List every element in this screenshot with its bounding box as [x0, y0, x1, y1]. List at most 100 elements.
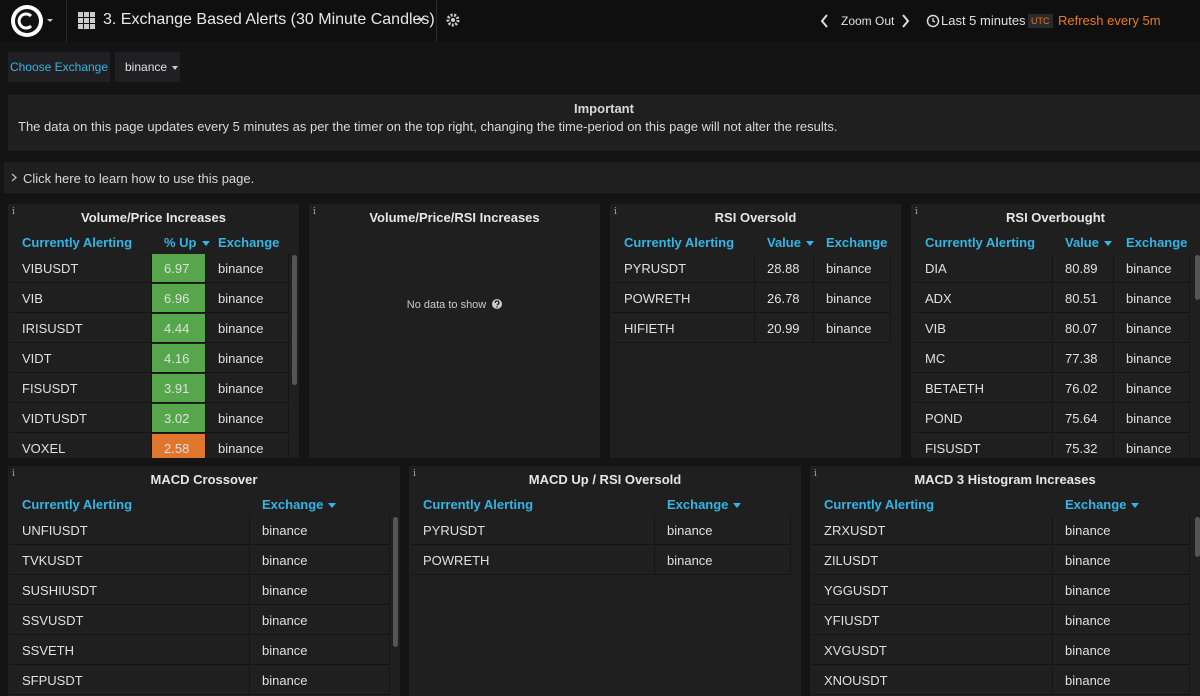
table-cell: 3.91 — [152, 374, 206, 403]
column-header[interactable]: Value — [1053, 233, 1114, 253]
column-header[interactable]: Exchange — [655, 495, 791, 515]
column-header-text[interactable]: Currently Alerting — [22, 497, 132, 512]
column-header[interactable]: Currently Alerting — [411, 495, 655, 515]
column-header[interactable]: % Up — [152, 233, 206, 253]
table-cell: 80.07 — [1053, 314, 1114, 343]
column-header[interactable]: Currently Alerting — [913, 233, 1053, 253]
table-cell: binance — [1053, 666, 1190, 695]
panel-title: RSI Oversold — [610, 210, 901, 225]
panel: iRSI OversoldCurrently AlertingValueExch… — [610, 204, 901, 458]
table-cell: 80.89 — [1053, 254, 1114, 283]
table-cell: 6.96 — [152, 284, 206, 313]
logo[interactable] — [10, 4, 70, 38]
table-cell: binance — [1114, 404, 1190, 433]
column-header[interactable]: Currently Alerting — [10, 233, 152, 253]
panel-title: Volume/Price/RSI Increases — [309, 210, 600, 225]
table-cell: binance — [250, 576, 390, 605]
column-header-text[interactable]: Currently Alerting — [925, 235, 1035, 250]
table-cell: binance — [206, 434, 289, 458]
time-range[interactable]: Last 5 minutes — [941, 13, 1026, 28]
help-icon[interactable] — [492, 299, 502, 309]
panel: iMACD Up / RSI OversoldCurrently Alertin… — [409, 466, 801, 696]
table-cell: binance — [655, 516, 791, 545]
column-header-text[interactable]: Currently Alerting — [423, 497, 533, 512]
table-cell: MC — [913, 344, 1053, 373]
column-header-text[interactable]: Exchange — [667, 497, 728, 512]
table-cell: binance — [206, 374, 289, 403]
column-header-text[interactable]: Currently Alerting — [624, 235, 734, 250]
notice-title: Important — [8, 101, 1200, 116]
table-cell: PYRUSDT — [411, 516, 655, 545]
column-header-text[interactable]: Value — [767, 235, 801, 250]
settings-icon[interactable] — [446, 13, 460, 27]
column-header-text[interactable]: Currently Alerting — [22, 235, 132, 250]
column-header[interactable]: Currently Alerting — [812, 495, 1053, 515]
table-cell: 77.38 — [1053, 344, 1114, 373]
scrollbar — [1195, 255, 1200, 300]
table-cell: binance — [250, 666, 390, 695]
table-cell: VIB — [913, 314, 1053, 343]
table-cell: POWRETH — [612, 284, 755, 313]
column-header-text[interactable]: Exchange — [826, 235, 887, 250]
table-cell: XNOUSDT — [812, 666, 1053, 695]
panel-title: MACD Crossover — [8, 472, 400, 487]
table-cell: binance — [1114, 434, 1190, 458]
table-cell: binance — [206, 284, 289, 313]
column-header[interactable]: Exchange — [1114, 233, 1190, 253]
column-header[interactable]: Currently Alerting — [612, 233, 755, 253]
column-header-text[interactable]: Currently Alerting — [824, 497, 934, 512]
column-header[interactable]: Value — [755, 233, 814, 253]
table-cell: binance — [206, 344, 289, 373]
top-nav: 3. Exchange Based Alerts (30 Minute Cand… — [0, 0, 1200, 42]
table-cell: POWRETH — [411, 546, 655, 575]
scrollbar — [1195, 517, 1200, 557]
zoom-back[interactable] — [820, 14, 830, 28]
column-header-text[interactable]: Exchange — [1065, 497, 1126, 512]
table-cell: binance — [814, 284, 891, 313]
table-cell: binance — [250, 546, 390, 575]
table-cell: VOXEL — [10, 434, 152, 458]
variable-value[interactable]: binance — [125, 60, 167, 74]
help-row[interactable]: Click here to learn how to use this page… — [4, 162, 1200, 193]
table-cell: TVKUSDT — [10, 546, 250, 575]
table-cell: UNFIUSDT — [10, 516, 250, 545]
column-header-text[interactable]: Exchange — [1126, 235, 1187, 250]
panel-title: MACD Up / RSI Oversold — [409, 472, 801, 487]
table-cell: 6.97 — [152, 254, 206, 283]
notice-text: The data on this page updates every 5 mi… — [18, 119, 837, 134]
column-header[interactable]: Currently Alerting — [10, 495, 250, 515]
table-cell: SSVUSDT — [10, 606, 250, 635]
panel-title: RSI Overbought — [911, 210, 1200, 225]
column-header[interactable]: Exchange — [814, 233, 891, 253]
column-header-text[interactable]: % Up — [164, 235, 197, 250]
column-header-text[interactable]: Exchange — [262, 497, 323, 512]
timezone: UTC — [1028, 14, 1053, 28]
table-cell: DIA — [913, 254, 1053, 283]
column-header-text[interactable]: Exchange — [218, 235, 279, 250]
table-cell: binance — [1114, 254, 1190, 283]
zoom-out[interactable]: Zoom Out — [841, 14, 894, 28]
table-cell: 4.44 — [152, 314, 206, 343]
panel: iVolume/Price IncreasesCurrently Alertin… — [8, 204, 299, 458]
table-cell: 26.78 — [755, 284, 814, 313]
dashboard-title[interactable]: 3. Exchange Based Alerts (30 Minute Cand… — [103, 11, 435, 29]
dashboard-icon — [78, 12, 96, 30]
table-cell: 80.51 — [1053, 284, 1114, 313]
refresh[interactable]: Refresh every 5m — [1058, 13, 1161, 28]
table-cell: binance — [250, 516, 390, 545]
column-header-text[interactable]: Value — [1065, 235, 1099, 250]
table-cell: FISUSDT — [10, 374, 152, 403]
column-header[interactable]: Exchange — [206, 233, 289, 253]
table-cell: binance — [1114, 284, 1190, 313]
help-text[interactable]: Click here to learn how to use this page… — [23, 171, 254, 186]
panel: iVolume/Price/RSI IncreasesNo data to sh… — [309, 204, 600, 458]
table-cell: BETAETH — [913, 374, 1053, 403]
table-cell: PYRUSDT — [612, 254, 755, 283]
column-header[interactable]: Exchange — [1053, 495, 1190, 515]
table-cell: SSVETH — [10, 636, 250, 665]
variable-select[interactable]: binance — [115, 52, 180, 82]
column-header[interactable]: Exchange — [250, 495, 390, 515]
panel: iRSI OverboughtCurrently AlertingValueEx… — [911, 204, 1200, 458]
table-cell: VIB — [10, 284, 152, 313]
zoom-forward[interactable] — [901, 14, 911, 28]
